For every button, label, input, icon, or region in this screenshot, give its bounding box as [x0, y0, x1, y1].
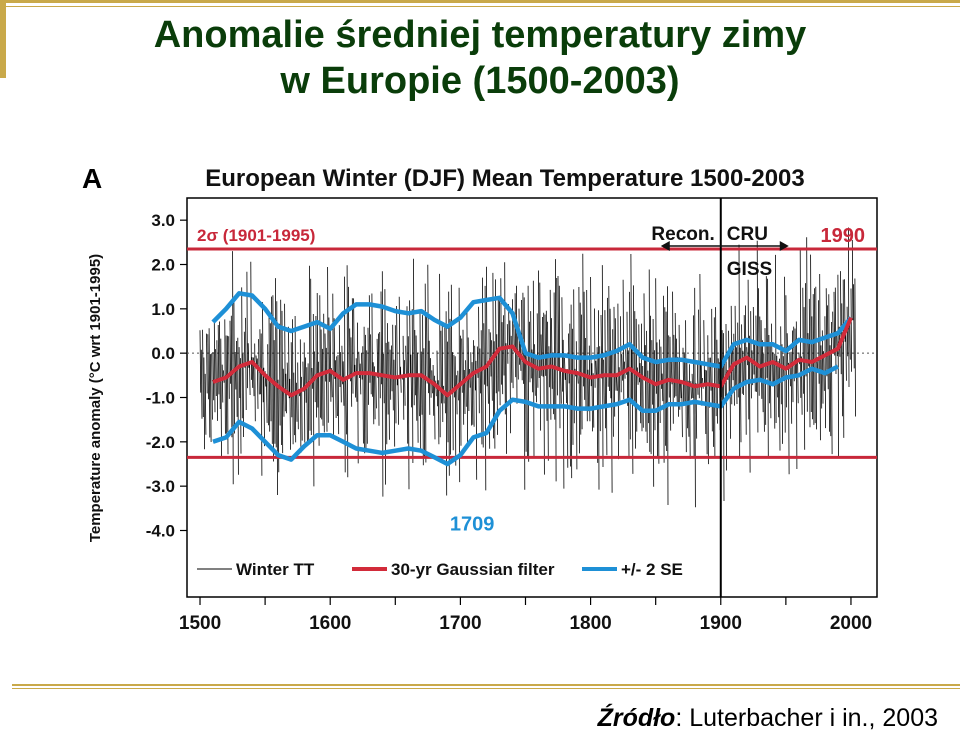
x-tick-label: 1500	[179, 613, 221, 634]
source-credit: Źródło: Luterbacher i in., 2003	[598, 704, 938, 733]
annotation-giss: GISS	[727, 259, 772, 280]
x-tick-label: 1600	[309, 613, 351, 634]
source-text: : Luterbacher i in., 2003	[675, 704, 938, 732]
x-tick-label: 1800	[569, 613, 611, 634]
plot-frame	[186, 197, 878, 598]
annotation-cru: CRU	[727, 224, 768, 245]
y-tick-label: 1.0	[151, 300, 175, 319]
x-tick-label: 1700	[439, 613, 481, 634]
legend-label: Winter TT	[236, 560, 315, 579]
y-tick-label: -3.0	[146, 477, 175, 496]
source-label: Źródło	[597, 704, 676, 732]
corner-accent	[0, 0, 6, 78]
series-se-lower	[212, 364, 839, 467]
slide-title: Anomalie średniej temperatury zimy w Eur…	[0, 12, 960, 104]
series-gaussian-filter	[212, 316, 853, 398]
y-tick-label: -4.0	[146, 522, 175, 541]
y-axis-label: Temperature anomaly (°C wrt 1901-1995)	[87, 254, 104, 542]
x-tick-label: 1900	[700, 613, 742, 634]
annotation-arrow-left	[660, 241, 670, 251]
sigma-band-label: 2σ (1901-1995)	[197, 226, 315, 245]
plot-area: 3.0 2.0 1.0 0.0 -1.0 -2.0 -3.0 -4.0 1500 1600 1700…	[146, 197, 878, 634]
top-accent-rule-thin	[0, 6, 960, 7]
slide-title-line-2: w Europie (1500-2003)	[280, 60, 680, 102]
annotation-recon: Recon.	[651, 224, 714, 245]
legend-label: 30-yr Gaussian filter	[391, 560, 555, 579]
y-tick-label: 0.0	[151, 344, 175, 363]
y-tick-label: 2.0	[151, 256, 175, 275]
legend-label: +/- 2 SE	[621, 560, 683, 579]
y-tick-label: -2.0	[146, 433, 175, 452]
y-tick-label: 3.0	[151, 211, 175, 230]
panel-label: A	[82, 163, 102, 194]
top-accent-rule	[0, 0, 960, 3]
slide-title-line-1: Anomalie średniej temperatury zimy	[153, 14, 807, 56]
annotation-1990: 1990	[821, 225, 866, 247]
annotation-arrow-right	[779, 241, 789, 251]
footer-rule-thin	[12, 688, 960, 689]
y-tick-label: -1.0	[146, 389, 175, 408]
series-se-upper	[211, 291, 853, 369]
footer-rule	[12, 684, 960, 686]
x-tick-label: 2000	[830, 613, 872, 634]
chart-title: European Winter (DJF) Mean Temperature 1…	[205, 165, 805, 192]
temperature-chart: A European Winter (DJF) Mean Temperature…	[82, 163, 878, 634]
annotation-1709: 1709	[450, 514, 495, 536]
